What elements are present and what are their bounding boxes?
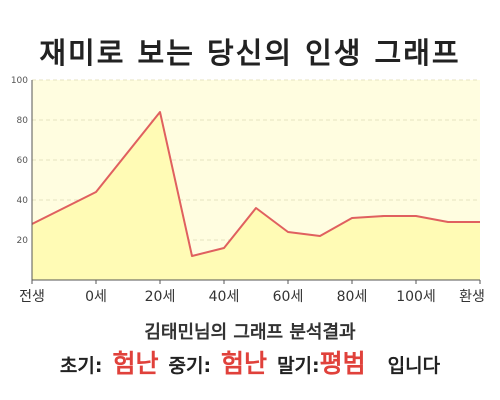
x-tick-label: 전생 [19,289,45,305]
early-label: 초기: [59,355,103,377]
middle-value: 험난 [221,349,268,378]
verdict-line: 초기: 험난 중기: 험난 말기:평범 입니다 [0,344,500,380]
y-tick-label: 60 [17,156,29,166]
x-tick-label: 100세 [396,289,436,305]
middle-label: 중기: [168,355,212,377]
x-axis-ticks: 전생 0세 20세 40세 60세 80세 100세 환생 [19,280,485,305]
y-tick-label: 100 [11,76,28,86]
y-axis-ticks: 20 40 60 80 100 [11,76,28,246]
page-title: 재미로 보는 당신의 인생 그래프 [39,36,461,70]
life-line [31,111,480,257]
x-tick-label: 환생 [459,289,485,305]
early-value: 험난 [112,349,159,378]
verdict-ending: 입니다 [387,355,441,377]
y-tick-label: 20 [17,236,29,246]
x-tick-label: 0세 [85,289,107,305]
x-tick-label: 60세 [273,289,304,305]
life-area [32,112,480,280]
analysis-subtitle: 김태민님의 그래프 분석결과 [144,322,356,343]
x-tick-label: 20세 [145,289,176,305]
x-tick-label: 80세 [337,289,368,305]
y-tick-label: 40 [17,196,29,206]
late-label: 말기: [277,355,320,377]
late-value: 평범 [319,349,366,378]
x-tick-label: 40세 [209,289,240,305]
y-tick-label: 80 [17,116,29,126]
